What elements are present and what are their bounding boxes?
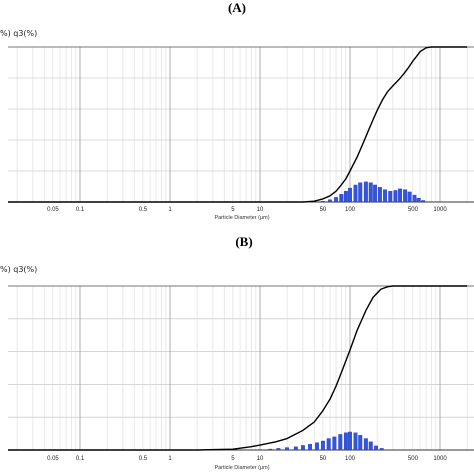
- x-tick-label: 0.05: [47, 207, 59, 213]
- x-tick-label: 0.1: [76, 456, 85, 462]
- panel-a-label: (A): [228, 0, 246, 15]
- histogram-bar: [383, 189, 387, 203]
- histogram-bar: [363, 181, 368, 203]
- histogram-bar: [315, 442, 319, 451]
- histogram-bar: [348, 431, 352, 451]
- histogram-bar: [300, 445, 305, 451]
- x-tick-label: 10: [257, 207, 264, 213]
- x-tick-label: 1000: [433, 207, 447, 213]
- histogram-bar: [308, 444, 313, 451]
- histogram-bar: [334, 197, 339, 203]
- histogram-bar: [358, 182, 363, 203]
- x-tick-label: 0.5: [139, 456, 148, 462]
- histogram-bar: [412, 194, 417, 203]
- panel-a-plot: 0.05 0.1 0.5 1 5 10 50 100 500 1000: [8, 46, 474, 213]
- histogram-bar: [332, 436, 337, 451]
- histogram-bar: [293, 446, 298, 451]
- histogram-bar: [358, 435, 363, 451]
- histogram-bar: [320, 440, 325, 451]
- histogram-bar: [393, 190, 398, 203]
- x-tick-label: 1000: [433, 456, 447, 462]
- histogram-bar: [363, 438, 368, 451]
- x-tick-label: 100: [345, 207, 356, 213]
- cumulative-line: [8, 46, 468, 203]
- histogram-bar: [285, 447, 290, 451]
- histogram-bar: [379, 448, 384, 451]
- histogram-bar: [339, 194, 344, 203]
- histogram-bar: [353, 432, 358, 451]
- histogram-bar: [421, 200, 426, 203]
- histogram-bar: [353, 184, 358, 203]
- x-tick-label: 1: [168, 207, 172, 213]
- panel-b-plot: 0.05 0.1 0.5 1 5 10 50 100 500 1000: [8, 285, 474, 462]
- panel-a-xlabel: Particle Diameter (μm): [214, 215, 269, 221]
- panel-b-xlabel: Particle Diameter (μm): [214, 465, 269, 471]
- x-tick-label: 0.5: [139, 207, 148, 213]
- x-tick-label: 100: [345, 456, 356, 462]
- histogram-bar: [348, 187, 352, 203]
- histogram-bar: [368, 441, 373, 451]
- x-tick-label: 5: [231, 456, 235, 462]
- histogram-bar: [373, 184, 378, 203]
- panel-b-label: (B): [235, 234, 252, 249]
- cumulative-line: [8, 285, 468, 451]
- histogram-bar: [338, 434, 343, 451]
- histogram-bar: [343, 190, 348, 203]
- x-tick-label: 500: [408, 207, 419, 213]
- x-tick-label: 50: [320, 456, 327, 462]
- histogram-bar: [276, 448, 281, 451]
- histogram-bar: [407, 191, 412, 203]
- x-tick-label: 50: [320, 207, 327, 213]
- panel-a-ylabel: %) q3(%): [0, 29, 37, 38]
- x-tick-label: 1: [168, 456, 172, 462]
- panel-b-ylabel: %) q3(%): [0, 265, 37, 274]
- histogram-bar: [268, 448, 273, 451]
- histogram-bar: [328, 199, 332, 203]
- histogram-bar: [343, 432, 348, 451]
- x-tick-label: 0.05: [47, 456, 59, 462]
- histogram-bar: [398, 188, 403, 203]
- histogram-bar: [377, 187, 382, 203]
- histogram-bar: [388, 190, 393, 203]
- histogram-bar: [416, 197, 421, 203]
- x-tick-label: 10: [257, 456, 264, 462]
- histogram-bar: [368, 182, 373, 203]
- histogram-bar: [374, 445, 379, 451]
- histogram-bar: [320, 201, 325, 203]
- histogram-bar: [403, 189, 408, 203]
- histogram-bar: [326, 438, 331, 451]
- x-tick-label: 5: [231, 207, 235, 213]
- x-tick-label: 0.1: [76, 207, 85, 213]
- x-tick-label: 500: [408, 456, 419, 462]
